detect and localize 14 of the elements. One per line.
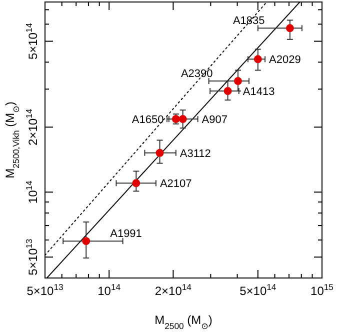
annotation: A1650 bbox=[132, 114, 164, 126]
annotation: A3112 bbox=[180, 148, 211, 160]
annotation: A2390 bbox=[180, 68, 213, 80]
annotation: A907 bbox=[202, 114, 228, 126]
annotation: A1991 bbox=[110, 228, 142, 240]
x-tick-label: 10$^{15}$ bbox=[310, 282, 334, 298]
x-tick-label: 2×10$^{14}$ bbox=[154, 282, 192, 298]
annotation: A1835 bbox=[232, 15, 265, 28]
annotation: A2107 bbox=[160, 178, 192, 190]
x-axis-title: M$_{2500}$ (M$_{⊙}$) bbox=[154, 313, 212, 331]
annotation: A1413 bbox=[242, 86, 275, 98]
x-tick-label: 5×10$^{14}$ bbox=[240, 282, 276, 298]
annotation: A2029 bbox=[269, 54, 301, 66]
x-tick-label: 10$^{14}$ bbox=[98, 282, 121, 298]
